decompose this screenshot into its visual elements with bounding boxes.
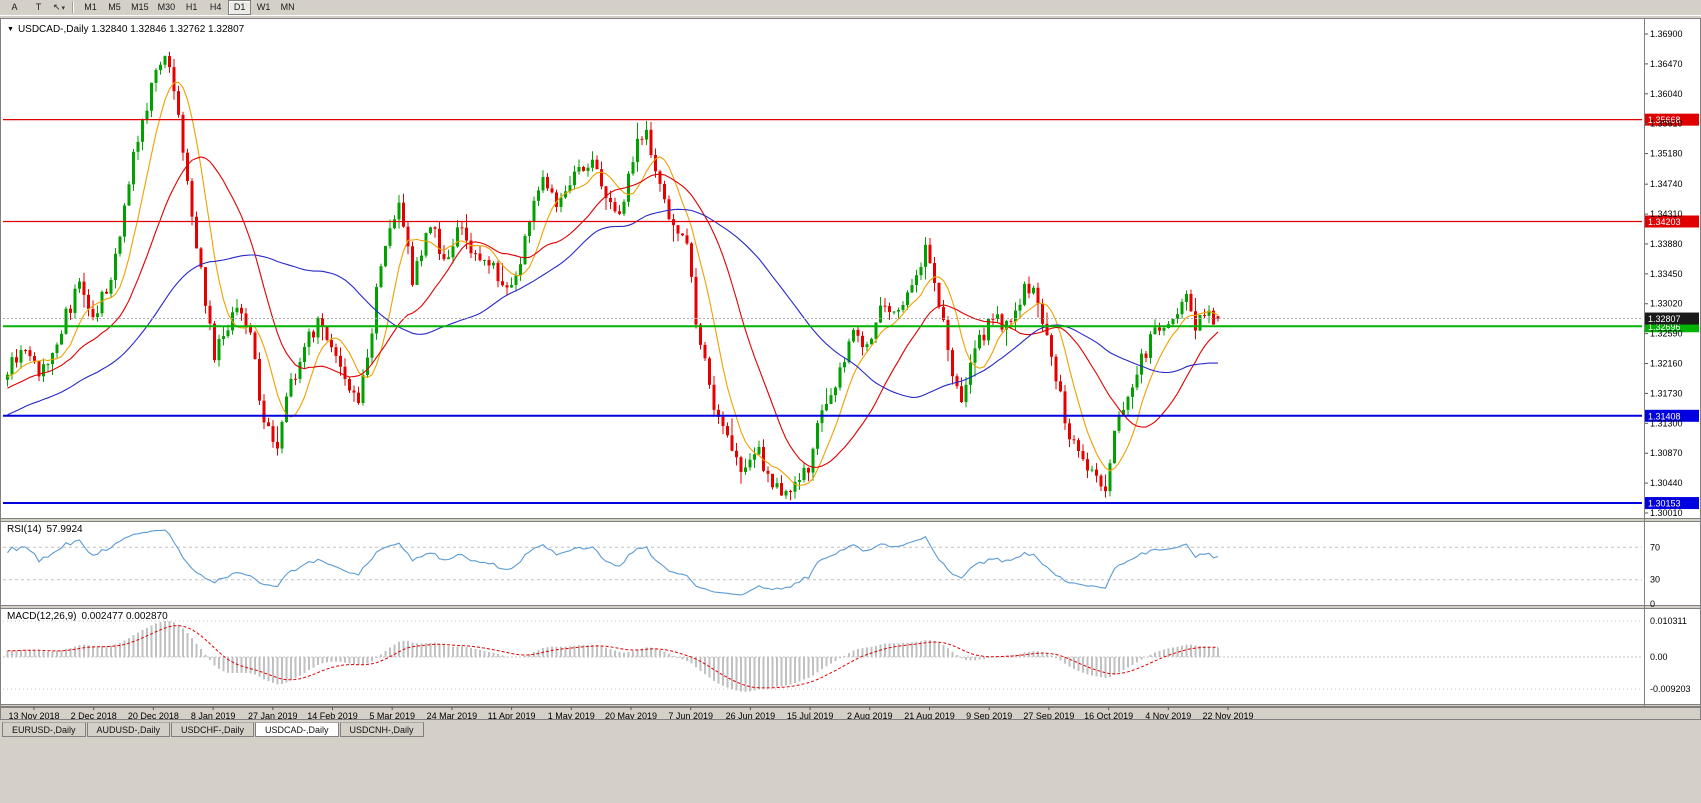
macd-values: 0.002477 0.002870	[81, 611, 168, 622]
date-axis-label: 26 Jun 2019	[726, 711, 776, 719]
date-axis-label: 16 Oct 2019	[1084, 711, 1133, 719]
rsi-scale-label: 30	[1650, 575, 1660, 585]
chart-tab-usdcnh[interactable]: USDCNH-,Daily	[339, 722, 424, 737]
price-tag	[1645, 497, 1699, 510]
moving-average-50	[7, 208, 1218, 416]
price-axis-label: 1.36900	[1650, 29, 1683, 39]
timeframe-button-d1[interactable]: D1	[228, 0, 252, 15]
macd-signal-line	[7, 625, 1219, 689]
date-axis-label: 5 Mar 2019	[369, 711, 415, 719]
price-chart-canvas[interactable]: 1.35668 1.34203 1.32696 1.31408 1.30153 1.328…	[1, 19, 1700, 719]
price-axis-label: 1.36040	[1650, 89, 1683, 99]
date-axis-strip	[1, 707, 1700, 719]
timeframe-button-h1[interactable]: H1	[185, 2, 198, 12]
date-axis-label: 22 Nov 2019	[1202, 711, 1253, 719]
price-axis-label: 1.30010	[1650, 508, 1683, 518]
rsi-indicator-label: RSI(14) 57.9924	[7, 524, 83, 535]
price-axis-label: 1.32160	[1650, 359, 1683, 369]
date-axis-label: 1 May 2019	[548, 711, 595, 719]
date-axis-label: 14 Feb 2019	[307, 711, 358, 719]
rsi-value: 57.9924	[46, 524, 83, 535]
chart-symbol-label: USDCAD-,Daily	[17, 24, 89, 35]
status-area	[0, 740, 1701, 803]
chart-tabs-bar: EURUSD-,Daily AUDUSD-,Daily USDCHF-,Daily U…	[0, 722, 1701, 740]
chart-tab-eurusd[interactable]: EURUSD-,Daily	[2, 722, 86, 737]
price-axis-label: 1.34740	[1650, 179, 1683, 189]
date-axis-label: 27 Jan 2019	[248, 711, 298, 719]
price-axis-label: 1.32590	[1650, 329, 1683, 339]
date-axis-label: 24 Mar 2019	[427, 711, 478, 719]
macd-histogram	[6, 620, 1219, 692]
macd-scale-label: 0.010311	[1650, 616, 1687, 626]
current-price-tag	[1645, 312, 1699, 325]
rsi-scale-label: 70	[1650, 542, 1660, 552]
macd-scale-label: 0.00	[1650, 652, 1668, 662]
annotation-a-button[interactable]: A	[11, 2, 18, 12]
date-axis-label: 20 Dec 2018	[128, 711, 179, 719]
price-tag-value: 1.31408	[1648, 411, 1681, 421]
date-axis-label: 15 Jul 2019	[787, 711, 834, 719]
timeframe-button-m30[interactable]: M30	[157, 2, 176, 12]
svg-text:1.32807: 1.32807	[1648, 314, 1681, 324]
price-tag-value: 1.34203	[1648, 217, 1681, 227]
price-tag	[1645, 409, 1699, 422]
price-axis-label: 1.30870	[1650, 448, 1683, 458]
chart-ohlc-values: 1.32840 1.32846 1.32762 1.32807	[91, 24, 245, 35]
macd-indicator-label: MACD(12,26,9) 0.002477 0.002870	[7, 611, 168, 622]
date-axis-label: 27 Sep 2019	[1023, 711, 1074, 719]
date-axis-label: 7 Jun 2019	[668, 711, 713, 719]
macd-name: MACD(12,26,9)	[7, 611, 77, 622]
dropdown-arrow-icon[interactable]: ▼	[7, 26, 14, 33]
annotation-t-button[interactable]: T	[35, 2, 42, 12]
date-axis-label: 8 Jan 2019	[191, 711, 236, 719]
rsi-name: RSI(14)	[7, 524, 42, 535]
price-tag-value: 1.30153	[1648, 499, 1681, 509]
cursor-icon: ↖	[53, 2, 61, 12]
price-axis-label: 1.30440	[1650, 478, 1683, 488]
rsi-line	[7, 529, 1219, 596]
timeframe-button-h4[interactable]: H4	[209, 2, 222, 12]
price-axis-label: 1.31300	[1650, 418, 1683, 428]
date-axis-label: 2 Aug 2019	[847, 711, 893, 719]
price-axis-label: 1.33880	[1650, 239, 1683, 249]
cursor-tool-button[interactable]: ↖ ▾	[51, 1, 67, 14]
rsi-scale-label: 0	[1650, 599, 1655, 609]
price-axis-label: 1.34310	[1650, 209, 1683, 219]
price-axis-label: 1.36470	[1650, 59, 1683, 69]
date-axis-label: 2 Dec 2018	[71, 711, 117, 719]
price-axis-label: 1.35180	[1650, 149, 1683, 159]
date-axis-label: 9 Sep 2019	[966, 711, 1012, 719]
chart-tab-usdchf[interactable]: USDCHF-,Daily	[171, 722, 255, 737]
price-axis-label: 1.31730	[1650, 388, 1683, 398]
toolbar-separator	[72, 2, 75, 13]
date-axis-label: 4 Nov 2019	[1145, 711, 1191, 719]
price-axis-label: 1.33450	[1650, 269, 1683, 279]
moving-average-21	[7, 156, 1219, 468]
chart-window-usdcad[interactable]: 1.35668 1.34203 1.32696 1.31408 1.30153 1.328…	[0, 18, 1701, 720]
date-axis-label: 21 Aug 2019	[904, 711, 955, 719]
timeframe-button-m5[interactable]: M5	[108, 2, 121, 12]
price-tag-value: 1.35668	[1648, 115, 1681, 125]
timeframe-toolbar: M1 M5 M15 M30 H1 H4 D1 W1 MN	[79, 0, 299, 15]
price-axis-label: 1.33020	[1650, 299, 1683, 309]
macd-scale-label: -0.009203	[1650, 684, 1691, 694]
chart-title: ▼ USDCAD-,Daily 1.32840 1.32846 1.32762 1…	[7, 24, 244, 35]
timeframe-button-w1[interactable]: W1	[256, 2, 271, 12]
price-tag	[1645, 113, 1699, 126]
chevron-down-icon: ▾	[61, 4, 66, 12]
timeframe-button-m1[interactable]: M1	[84, 2, 97, 12]
date-axis-label: 20 May 2019	[605, 711, 657, 719]
date-axis-label: 13 Nov 2018	[8, 711, 59, 719]
top-toolbar: A T ↖ ▾ M1 M5 M15 M30 H1 H4 D1 W1 MN	[0, 0, 1701, 16]
price-axis-label: 1.35610	[1650, 119, 1683, 129]
timeframe-button-m15[interactable]: M15	[131, 2, 149, 12]
timeframe-button-mn[interactable]: MN	[280, 2, 295, 12]
date-axis-label: 11 Apr 2019	[488, 711, 536, 719]
price-tag	[1645, 215, 1699, 228]
chart-tab-usdcad[interactable]: USDCAD-,Daily	[255, 722, 339, 737]
price-tag-value: 1.32696	[1648, 322, 1681, 332]
chart-tab-audusd[interactable]: AUDUSD-,Daily	[86, 722, 171, 737]
